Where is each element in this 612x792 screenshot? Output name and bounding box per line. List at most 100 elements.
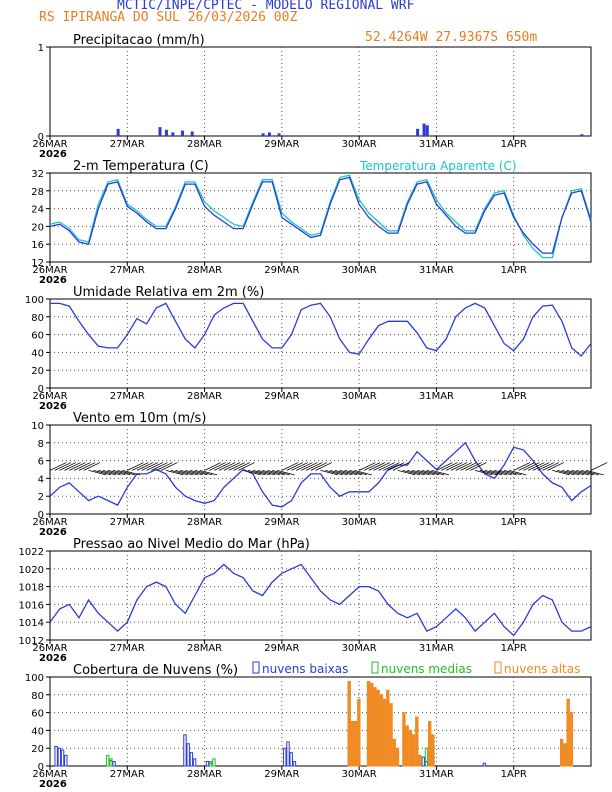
y-tick-label: 32 bbox=[31, 169, 44, 180]
legend-swatch-0 bbox=[252, 661, 260, 674]
wind-barb bbox=[474, 470, 493, 476]
cloud-bar-1 bbox=[109, 758, 113, 767]
cloud-bar-2 bbox=[427, 721, 432, 767]
panel-title-3: Vento em 10m (m/s) bbox=[73, 411, 206, 426]
x-tick-label: 28MAR bbox=[187, 265, 222, 276]
panel-frame-1 bbox=[49, 172, 592, 263]
wind-barb bbox=[88, 470, 107, 476]
precip-bar bbox=[416, 128, 420, 136]
cloud-bar-2 bbox=[392, 738, 396, 767]
wind-barb bbox=[426, 470, 445, 476]
y-tick-label: 60 bbox=[31, 331, 44, 342]
x-tick-label: 30MAR bbox=[342, 769, 377, 780]
wind-barb bbox=[445, 462, 463, 471]
x-tick-label: 30MAR bbox=[342, 391, 377, 402]
wind-barb bbox=[209, 462, 226, 471]
cloud-bar-2 bbox=[366, 680, 371, 767]
cloud-bar-0 bbox=[60, 749, 65, 767]
wind-barb bbox=[320, 470, 339, 476]
header-title: MCTIC/INPE/CPTEC - MODELO REGIONAL WRF bbox=[117, 0, 415, 13]
x-tick-label: 26MAR bbox=[32, 139, 67, 150]
x-tick-label: 31MAR bbox=[419, 265, 454, 276]
wind-barb bbox=[136, 462, 154, 471]
cloud-bar-2 bbox=[566, 698, 570, 767]
wind-barb bbox=[334, 470, 353, 476]
x-tick-label: 30MAR bbox=[342, 517, 377, 528]
wind-barb bbox=[238, 462, 255, 471]
x-tick-label: 27MAR bbox=[110, 517, 145, 528]
cloud-bar-2 bbox=[376, 689, 380, 767]
panel-frame-4 bbox=[49, 550, 592, 641]
x-tick-label: 28MAR bbox=[187, 139, 222, 150]
cloud-bar-2 bbox=[389, 703, 393, 767]
wind-barb bbox=[305, 462, 323, 471]
wind-barb bbox=[508, 470, 527, 476]
wind-barb bbox=[281, 462, 299, 471]
cloud-bar-2 bbox=[415, 716, 419, 767]
wind-barb bbox=[586, 470, 604, 476]
cloud-bar-0 bbox=[482, 762, 487, 767]
wind-barb bbox=[146, 462, 163, 471]
panel-title-5: Cobertura de Nuvens (%) bbox=[73, 663, 238, 678]
wind-barb bbox=[344, 470, 363, 476]
wind-barb bbox=[494, 470, 512, 476]
x-tick-label: 29MAR bbox=[264, 769, 299, 780]
y-tick-label: 20 bbox=[31, 366, 44, 377]
cloud-bar-2 bbox=[353, 721, 358, 767]
legend-label-1: nuvens medias bbox=[381, 662, 472, 676]
cloud-bar-2 bbox=[357, 698, 361, 767]
x-tick-label: 26MAR bbox=[32, 643, 67, 654]
wind-barb bbox=[387, 462, 405, 471]
wind-barb bbox=[156, 462, 173, 471]
y-tick-label: 0 bbox=[38, 132, 44, 143]
wind-barb bbox=[339, 470, 358, 476]
wind-barb bbox=[175, 470, 194, 476]
cloud-bar-2 bbox=[405, 725, 409, 767]
wind-barb bbox=[532, 462, 550, 471]
y-tick-label: 1014 bbox=[19, 618, 44, 629]
wind-barb bbox=[392, 462, 410, 471]
wind-barb bbox=[131, 462, 149, 471]
y-tick-label: 100 bbox=[25, 295, 44, 306]
y-tick-label: 2 bbox=[38, 492, 44, 503]
x-tick-label: 30MAR bbox=[342, 643, 377, 654]
x-tick-label: 31MAR bbox=[419, 769, 454, 780]
x-tick-label: 31MAR bbox=[419, 139, 454, 150]
wind-barb bbox=[503, 470, 522, 476]
precip-bar bbox=[267, 132, 271, 136]
wind-barb bbox=[547, 462, 564, 471]
wind-barb bbox=[581, 470, 599, 476]
y-tick-label: 0 bbox=[38, 384, 44, 395]
wind-barb bbox=[286, 462, 304, 471]
y-tick-label: 80 bbox=[31, 313, 44, 324]
cloud-bar-0 bbox=[205, 761, 210, 767]
x-tick-label: 31MAR bbox=[419, 643, 454, 654]
cloud-bar-0 bbox=[186, 743, 190, 767]
wind-barb bbox=[122, 470, 140, 476]
wind-barb bbox=[267, 470, 285, 476]
x-tick-label: 26MAR bbox=[32, 391, 67, 402]
x-tick-label: 29MAR bbox=[264, 517, 299, 528]
wind-barb bbox=[310, 462, 328, 471]
wind-barb bbox=[590, 462, 608, 471]
series-line-0 bbox=[49, 441, 592, 508]
wind-barb bbox=[528, 462, 545, 471]
y-tick-label: 1012 bbox=[19, 636, 44, 647]
y-tick-label: 1020 bbox=[19, 565, 44, 576]
x-tick-label: 30MAR bbox=[342, 265, 377, 276]
wind-barb bbox=[98, 470, 116, 476]
panel-frame-3 bbox=[49, 424, 592, 515]
wind-barb bbox=[78, 462, 96, 471]
precip-bar bbox=[181, 130, 185, 136]
wind-barb bbox=[523, 462, 540, 471]
cloud-bar-1 bbox=[212, 758, 216, 767]
cloud-bar-2 bbox=[408, 729, 413, 767]
wind-barb bbox=[552, 470, 570, 476]
x-tick-label: 26MAR bbox=[32, 265, 67, 276]
series-line-0 bbox=[50, 302, 592, 357]
x-tick-label: 31MAR bbox=[419, 517, 454, 528]
wind-barb bbox=[49, 462, 67, 471]
wind-barb bbox=[479, 470, 498, 476]
wind-barb bbox=[455, 462, 473, 471]
cloud-bar-2 bbox=[373, 687, 377, 767]
